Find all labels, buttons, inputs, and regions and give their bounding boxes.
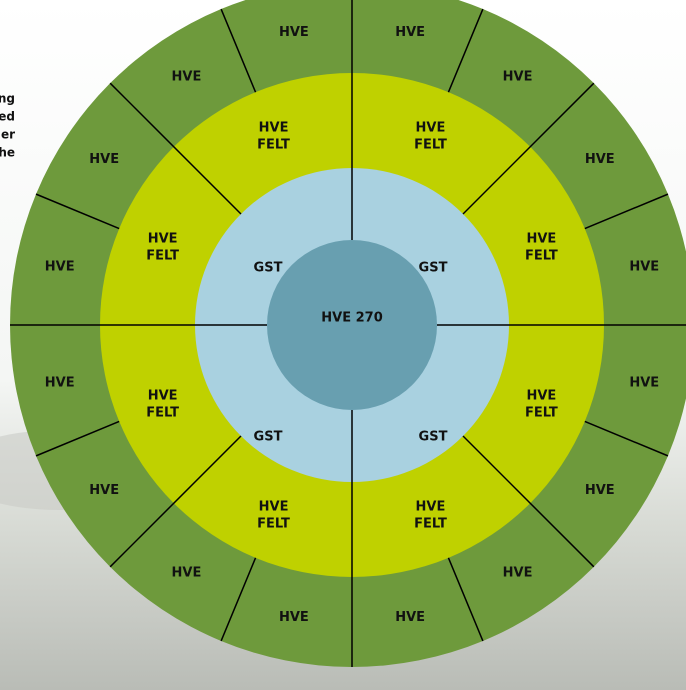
middle-label-line: FELT xyxy=(414,516,447,531)
page: {"side_text": ["ng", "ed", "er", "he"], … xyxy=(0,0,686,690)
outer-label: HVE xyxy=(585,483,615,498)
outer-label: HVE xyxy=(279,610,309,625)
middle-label-line: HVE xyxy=(526,231,556,246)
inner-label: GST xyxy=(419,261,448,276)
inner-label: GST xyxy=(254,430,283,445)
side-text: ng xyxy=(0,92,15,106)
middle-label-line: FELT xyxy=(257,137,290,152)
outer-label: HVE xyxy=(585,152,615,167)
middle-label-line: FELT xyxy=(414,137,447,152)
middle-label-line: HVE xyxy=(526,388,556,403)
middle-label-line: FELT xyxy=(257,516,290,531)
inner-label: GST xyxy=(419,430,448,445)
outer-label: HVE xyxy=(172,565,202,580)
middle-label-line: HVE xyxy=(259,120,289,135)
center-label: HVE 270 xyxy=(321,311,382,326)
outer-label: HVE xyxy=(395,25,425,40)
middle-label-line: FELT xyxy=(525,248,558,263)
outer-label: HVE xyxy=(172,70,202,85)
middle-label-line: HVE xyxy=(148,231,178,246)
side-text: ed xyxy=(0,110,15,124)
middle-label-line: HVE xyxy=(148,388,178,403)
outer-label: HVE xyxy=(279,25,309,40)
outer-label: HVE xyxy=(629,259,659,274)
middle-label-line: HVE xyxy=(416,120,446,135)
side-text: er xyxy=(1,128,15,142)
outer-label: HVE xyxy=(89,483,119,498)
outer-label: HVE xyxy=(395,610,425,625)
outer-label: HVE xyxy=(503,70,533,85)
middle-label-line: FELT xyxy=(146,405,179,420)
outer-label: HVE xyxy=(45,259,75,274)
outer-label: HVE xyxy=(503,565,533,580)
outer-label: HVE xyxy=(89,152,119,167)
outer-label: HVE xyxy=(629,376,659,391)
outer-label: HVE xyxy=(45,376,75,391)
side-text: he xyxy=(0,146,15,160)
inner-label: GST xyxy=(254,261,283,276)
middle-label-line: HVE xyxy=(259,499,289,514)
middle-label-line: FELT xyxy=(146,248,179,263)
ring-diagram: ng ed er he HVE 270 GST GST GST GST HVE FELT HVE FEL… xyxy=(0,0,686,690)
middle-label-line: HVE xyxy=(416,499,446,514)
middle-label-line: FELT xyxy=(525,405,558,420)
